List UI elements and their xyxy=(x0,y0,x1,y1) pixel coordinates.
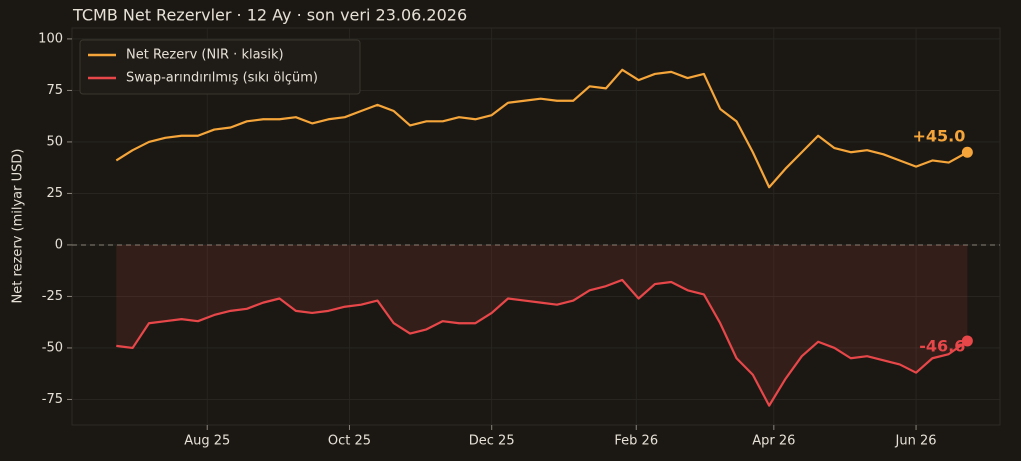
value-label: -46.6 xyxy=(919,336,965,355)
legend-label: Swap-arındırılmış (sıkı ölçüm) xyxy=(126,71,318,86)
y-tick-label: 100 xyxy=(38,31,63,46)
x-tick-label: Jun 26 xyxy=(895,434,937,449)
x-tick-label: Dec 25 xyxy=(469,434,515,449)
y-tick-label: -75 xyxy=(42,392,63,407)
x-tick-label: Oct 25 xyxy=(328,434,371,449)
y-tick-label: 25 xyxy=(46,186,63,201)
y-tick-label: 0 xyxy=(55,237,63,252)
y-tick-label: 75 xyxy=(46,83,63,98)
x-tick-label: Apr 26 xyxy=(752,434,795,449)
series-line xyxy=(115,68,968,189)
shaded-area xyxy=(116,244,968,406)
y-axis-label: Net rezerv (milyar USD) xyxy=(11,149,26,304)
end-point xyxy=(961,146,973,158)
series-line xyxy=(116,278,968,407)
legend-box xyxy=(79,39,361,95)
x-tick-label: Feb 26 xyxy=(614,434,658,449)
value-label: +45.0 xyxy=(912,127,965,146)
chart-title: TCMB Net Rezervler · 12 Ay · son veri 23… xyxy=(72,6,467,25)
x-tick-label: Aug 25 xyxy=(184,434,230,449)
end-point xyxy=(961,335,973,347)
legend-label: Net Rezerv (NIR · klasik) xyxy=(126,48,284,63)
y-tick-label: 50 xyxy=(46,134,63,149)
y-tick-label: -25 xyxy=(42,289,63,304)
y-tick-label: -50 xyxy=(42,340,63,355)
